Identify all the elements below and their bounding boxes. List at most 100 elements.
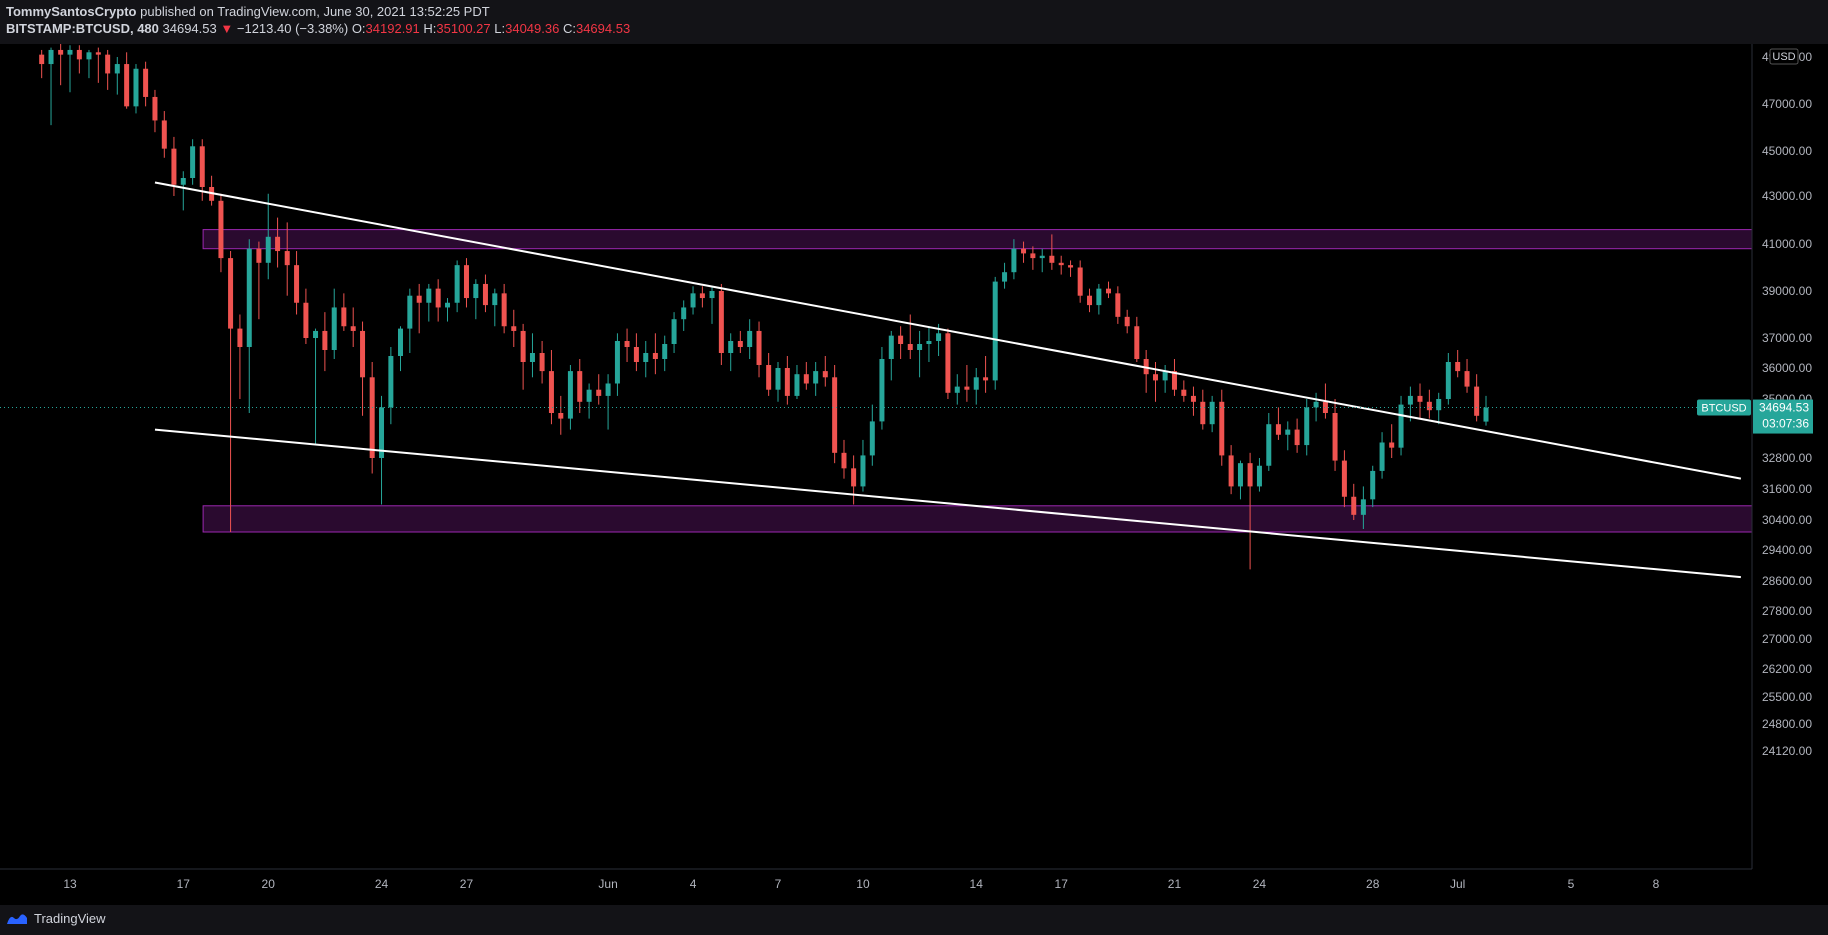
candle	[124, 52, 130, 109]
candle-body	[199, 146, 205, 187]
candle	[567, 365, 573, 430]
candle-body	[747, 330, 753, 347]
price-tick-label: 27000.00	[1762, 632, 1812, 646]
candle-body	[1285, 429, 1291, 435]
time-tick-label: Jun	[598, 877, 617, 891]
candle-body	[879, 359, 885, 422]
candle-body	[851, 468, 857, 487]
time-tick-label: 24	[1253, 877, 1267, 891]
candle-body	[1162, 371, 1168, 381]
candle	[1077, 260, 1083, 303]
candle	[1455, 350, 1461, 378]
candle-body	[360, 330, 366, 378]
candle	[161, 111, 167, 158]
candle	[1426, 389, 1432, 419]
candle-body	[954, 386, 960, 393]
candle-body	[331, 307, 337, 350]
candle	[1105, 281, 1111, 299]
footer-brand: TradingView	[34, 911, 106, 926]
candle-body	[1237, 463, 1243, 487]
candle-body	[973, 377, 979, 390]
price-axis[interactable]: 49000.0047000.0045000.0043000.0041000.00…	[1697, 44, 1813, 869]
candle-body	[803, 374, 809, 384]
candles-layer	[39, 42, 1489, 570]
candle-body	[529, 353, 535, 362]
candle	[256, 241, 262, 320]
candle-body	[397, 328, 403, 356]
candle	[275, 217, 281, 268]
trendlines-layer	[154, 181, 1742, 579]
candle	[747, 319, 753, 359]
candle	[1351, 483, 1357, 520]
candle	[152, 89, 158, 133]
time-tick-label: 14	[970, 877, 984, 891]
candle-body	[652, 353, 658, 359]
candle-body	[633, 347, 639, 362]
candle-body	[143, 68, 149, 97]
candle-body	[1087, 295, 1093, 306]
candle	[397, 326, 403, 372]
candle-body	[548, 371, 554, 413]
candle	[1087, 288, 1093, 313]
candle-body	[1360, 499, 1366, 515]
candle-body	[860, 455, 866, 487]
time-tick-label: 7	[775, 877, 782, 891]
time-tick-label: 27	[460, 877, 474, 891]
candle-body	[1275, 424, 1281, 435]
candle-body	[303, 302, 309, 338]
last-price-tag-value: 34694.53	[1759, 401, 1809, 415]
candle-body	[1256, 465, 1262, 487]
candle	[662, 335, 668, 372]
candle	[907, 314, 913, 359]
candle	[86, 49, 92, 79]
candle	[1219, 389, 1225, 466]
candle	[633, 333, 639, 372]
candle-body	[964, 386, 970, 390]
time-axis[interactable]: 13 17 20 24 27 Jun 4 7 10 14 17 21 24 28 Jul 5 8	[0, 868, 1752, 891]
symbol-tag-label: BTCUSD	[1701, 403, 1746, 415]
time-tick-label: 24	[375, 877, 389, 891]
candle	[614, 333, 620, 396]
chart-area[interactable]: 49000.0047000.0045000.0043000.0041000.00…	[0, 42, 1828, 905]
candle	[1068, 260, 1074, 277]
candle-body	[1002, 272, 1008, 282]
candle	[558, 395, 564, 435]
candle-body	[95, 52, 101, 55]
candle-body	[898, 335, 904, 344]
symbol-label[interactable]: BITSTAMP:BTCUSD, 480	[6, 21, 159, 36]
candle-body	[294, 265, 300, 303]
candle	[1200, 389, 1206, 430]
candle	[1275, 407, 1281, 440]
candle-body	[407, 295, 413, 329]
candle-body	[218, 200, 224, 259]
candle	[1039, 248, 1045, 273]
currency-label: USD	[1772, 51, 1795, 63]
price-tick-label: 27800.00	[1762, 604, 1812, 618]
candle	[1332, 399, 1338, 471]
candle	[1304, 399, 1310, 456]
candle	[1464, 359, 1470, 393]
trendline-0	[154, 181, 1742, 480]
candle	[860, 439, 866, 492]
candle	[1115, 286, 1121, 324]
candle-body	[737, 341, 743, 347]
open-label: O:	[351, 21, 366, 36]
candle-body	[1190, 395, 1196, 402]
candle	[1256, 458, 1262, 492]
candle-body	[539, 353, 545, 372]
candle-body	[58, 49, 64, 55]
candle-body	[1455, 362, 1461, 372]
candle-body	[1483, 407, 1489, 422]
candle-body	[1105, 288, 1111, 294]
candle	[718, 283, 724, 365]
candle	[529, 333, 535, 378]
candle-body	[1068, 265, 1074, 268]
candle-body	[586, 389, 592, 402]
author-name[interactable]: TommySantosCrypto	[6, 4, 137, 19]
time-tick-label: 21	[1168, 877, 1182, 891]
candle	[341, 293, 347, 331]
candle	[1445, 353, 1451, 405]
open-value: 34192.91	[365, 21, 420, 36]
candlestick-chart[interactable]: 49000.0047000.0045000.0043000.0041000.00…	[0, 42, 1828, 905]
tradingview-logo[interactable]: TradingView	[6, 911, 106, 926]
